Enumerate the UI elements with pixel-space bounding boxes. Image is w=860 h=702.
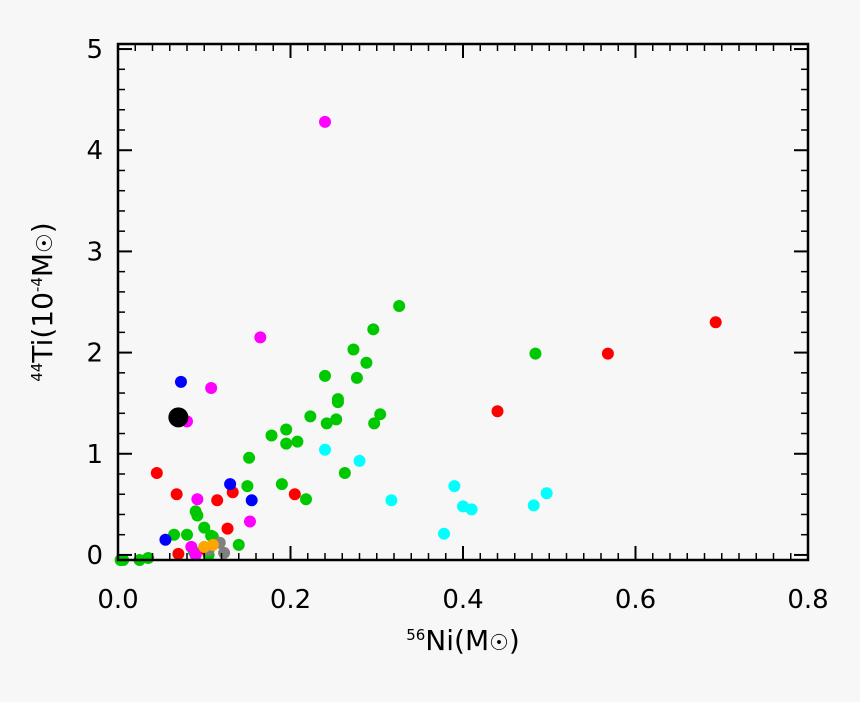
data-point-red <box>172 547 185 560</box>
data-point-magenta <box>254 331 267 344</box>
data-point-red <box>211 494 224 507</box>
data-point-green <box>368 417 381 430</box>
data-point-green <box>319 369 331 382</box>
data-point-green <box>360 356 373 369</box>
y-tick-label: 5 <box>86 35 103 65</box>
data-point-cyan <box>465 503 478 516</box>
data-point-magenta <box>205 382 218 394</box>
y-tick-label: 2 <box>86 339 103 369</box>
data-point-red <box>170 488 183 501</box>
data-point-cyan <box>438 527 451 540</box>
data-point-gray <box>218 546 231 559</box>
sun-symbol-x: ☉ <box>489 631 509 656</box>
data-point-red <box>491 405 504 418</box>
y-tick-label: 3 <box>86 237 103 267</box>
data-point-orange <box>206 538 219 551</box>
data-point-green <box>529 347 542 360</box>
data-point-green <box>300 493 313 506</box>
data-point-green <box>393 300 406 313</box>
data-point-cyan <box>353 454 366 467</box>
data-point-green <box>243 451 256 464</box>
data-point-cyan <box>385 494 398 507</box>
axis-ticks <box>117 44 809 560</box>
data-point-red <box>709 316 722 329</box>
data-point-magenta <box>189 548 202 561</box>
data-points <box>114 115 722 566</box>
data-point-green <box>367 323 380 336</box>
x-axis-title: 56Ni(M☉) <box>406 624 520 657</box>
data-point-cyan <box>540 487 553 500</box>
x-tick-label: 0.6 <box>615 585 656 615</box>
y-tick-label: 4 <box>86 136 103 166</box>
x-tick-label: 0.0 <box>97 585 138 615</box>
data-point-magenta <box>191 493 204 506</box>
data-point-cyan <box>527 499 540 512</box>
data-point-blue <box>174 375 187 388</box>
data-point-green <box>280 437 293 450</box>
data-point-magenta <box>243 515 256 528</box>
y-axis-title: 44Ti(10-4M☉) <box>26 222 59 381</box>
data-point-green <box>374 408 387 421</box>
x-tick-label: 0.8 <box>787 585 828 615</box>
data-point-blue <box>224 478 237 491</box>
sun-symbol-y: ☉ <box>33 233 58 253</box>
data-point-red <box>221 522 234 535</box>
data-point-magenta <box>319 115 331 128</box>
data-point-green <box>275 478 288 491</box>
data-point-green <box>241 480 254 493</box>
data-point-green <box>232 538 245 551</box>
data-point-green <box>304 410 317 423</box>
data-point-blue <box>245 494 258 507</box>
data-point-red <box>288 488 301 501</box>
data-point-green <box>330 413 343 426</box>
data-point-black <box>168 407 189 428</box>
data-point-green <box>198 521 211 534</box>
data-point-green <box>291 435 304 448</box>
data-point-green <box>280 423 293 436</box>
data-point-green <box>320 417 333 430</box>
y-tick-label: 1 <box>86 440 103 470</box>
data-point-green <box>265 429 278 442</box>
tick-labels: 0.0 0.2 0.4 0.6 0.8 0 1 2 3 4 5 <box>86 35 828 615</box>
data-point-cyan <box>448 480 461 493</box>
data-point-red <box>150 466 163 479</box>
x-tick-label: 0.2 <box>270 585 311 615</box>
data-point-green <box>331 393 344 406</box>
data-point-cyan <box>319 443 331 456</box>
data-point-red <box>601 347 614 360</box>
data-point-green <box>347 343 360 356</box>
data-point-blue <box>159 533 172 546</box>
data-point-green <box>191 509 204 522</box>
data-point-green <box>350 371 363 384</box>
x-tick-label: 0.4 <box>442 585 483 615</box>
y-tick-label: 0 <box>86 541 103 571</box>
data-point-green <box>338 466 351 479</box>
data-point-green <box>181 528 193 541</box>
